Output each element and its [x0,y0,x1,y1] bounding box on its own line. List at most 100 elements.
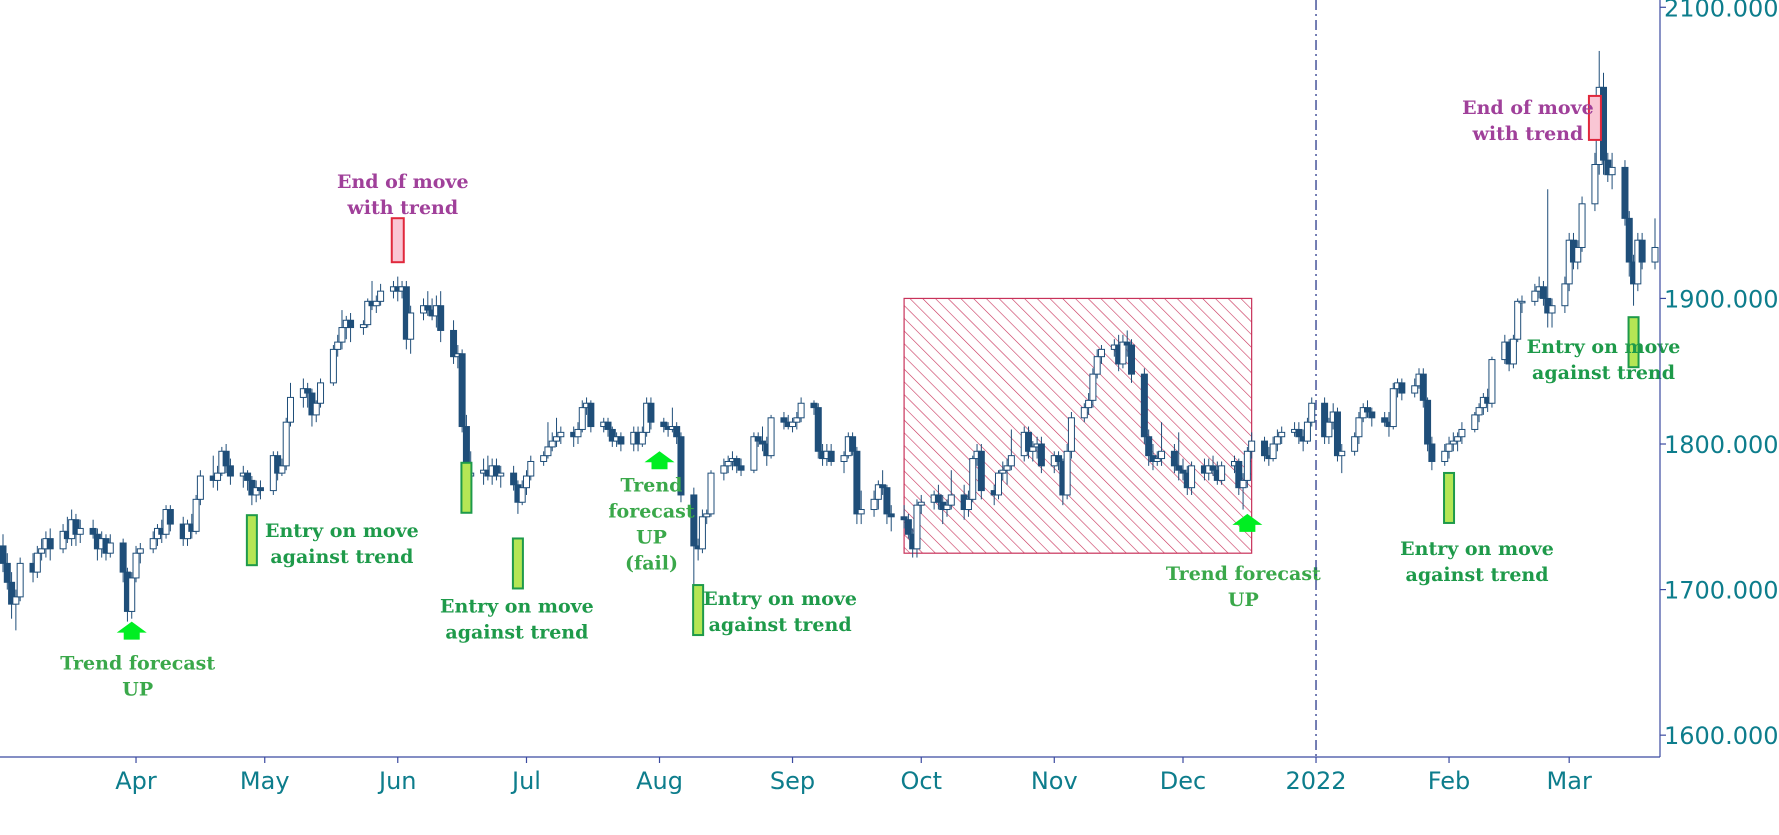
candle [0,534,7,573]
candle [1424,397,1432,452]
candle-body [3,562,11,583]
candle [840,451,848,474]
candle [338,310,346,350]
candle-body [677,436,685,496]
forecast-label: Trend forecast UP [1166,563,1321,611]
forecast-up-arrow-icon [644,451,675,470]
candle-body [1651,246,1659,263]
candle [887,505,895,532]
entry-marker [1627,316,1640,369]
candle [347,312,355,343]
candle [1278,426,1286,445]
candle-body [1424,399,1432,445]
candle-body [329,348,337,384]
candle-body [969,458,977,500]
candle-body [424,305,432,311]
candle [1351,432,1359,456]
candle [1303,417,1311,445]
candle [1128,339,1136,383]
candle-body [647,402,655,423]
candle [222,444,230,474]
candle-body [1097,348,1105,358]
candle [1514,298,1522,343]
candle-body [1333,411,1341,457]
y-tick-label: 1800.0000 [1664,431,1779,459]
candle [3,553,11,590]
candle [724,455,732,474]
candle-body [840,455,848,462]
candle-body [1359,407,1367,419]
candle [377,283,385,306]
candle-body [1454,436,1462,442]
candle-body [857,509,865,515]
candle-body [214,472,222,481]
candle [553,417,561,447]
candle-body [1170,450,1178,467]
candle [76,519,84,544]
entry-marker [460,461,473,514]
candle [329,345,337,386]
candle-body [132,552,140,579]
candle [540,451,548,466]
candle-body [252,487,260,496]
candle [617,432,625,452]
candle [518,480,526,506]
x-tick-label: Mar [1547,767,1592,795]
candle-body [827,450,835,462]
candle-body [874,484,882,500]
y-tick-label: 1900.0000 [1664,285,1779,313]
candle-body [166,509,174,525]
candle [1355,411,1363,445]
candle-body [1325,421,1333,438]
x-tick-label: May [240,767,290,795]
candle-body [1278,431,1286,438]
candle [149,531,157,554]
candle-body [458,353,466,428]
candle [16,557,24,602]
candle [1175,432,1183,481]
candle [359,320,367,335]
candle-body [964,498,972,511]
candle [857,490,865,525]
candle-body [59,530,67,550]
candle [900,505,908,529]
end-label: End of move with trend [337,171,469,219]
candle-body [1055,455,1063,462]
candle [544,422,552,459]
candle [46,528,54,561]
candle-body [574,428,582,438]
candle-body [1119,341,1127,365]
candle [999,461,1007,481]
candle [450,320,458,364]
candle-body [72,519,80,535]
candle [758,426,766,452]
candle [1539,280,1547,306]
y-tick-label: 1600.0000 [1664,722,1779,750]
candle [673,422,681,445]
candle-body [797,402,805,419]
entry-label: Entry on move against trend [703,588,857,636]
candle [59,524,67,554]
candle [647,397,655,430]
candle-body [304,388,312,394]
candle-body [1248,440,1256,452]
candle [874,480,882,510]
candle [707,470,715,517]
candle [1475,403,1483,423]
candle [1123,330,1131,357]
candle [1308,397,1316,427]
candle [964,490,972,517]
candle-body [758,440,766,445]
candle-body [312,402,320,416]
candle-body [492,465,500,477]
entry-label: Entry on move against trend [440,595,594,643]
candle [1591,152,1599,212]
candle-body [192,498,200,532]
candle [286,382,294,427]
candle [209,455,217,488]
x-tick-label: Sep [770,767,815,795]
candle [1651,218,1659,270]
candle-body [136,548,144,554]
candle-body [1273,436,1281,445]
candle-body [1093,356,1101,375]
